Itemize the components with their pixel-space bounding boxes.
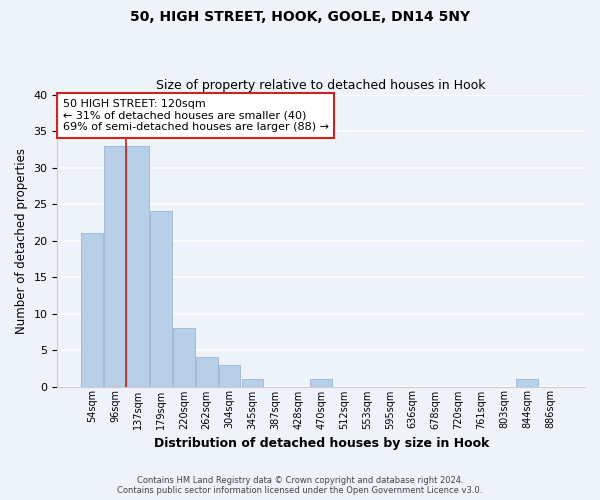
Text: 50, HIGH STREET, HOOK, GOOLE, DN14 5NY: 50, HIGH STREET, HOOK, GOOLE, DN14 5NY (130, 10, 470, 24)
Bar (127, 146, 149, 386)
Bar (82, 233, 103, 386)
Text: 50 HIGH STREET: 120sqm
← 31% of detached houses are smaller (40)
69% of semi-det: 50 HIGH STREET: 120sqm ← 31% of detached… (62, 99, 329, 132)
Title: Size of property relative to detached houses in Hook: Size of property relative to detached ho… (157, 79, 486, 92)
Bar (150, 212, 172, 386)
Bar (517, 379, 538, 386)
Bar (196, 358, 218, 386)
X-axis label: Distribution of detached houses by size in Hook: Distribution of detached houses by size … (154, 437, 489, 450)
Bar (310, 379, 332, 386)
Text: Contains HM Land Registry data © Crown copyright and database right 2024.
Contai: Contains HM Land Registry data © Crown c… (118, 476, 482, 495)
Bar (219, 364, 241, 386)
Y-axis label: Number of detached properties: Number of detached properties (15, 148, 28, 334)
Bar (173, 328, 195, 386)
Bar (242, 379, 263, 386)
Bar (104, 146, 126, 386)
